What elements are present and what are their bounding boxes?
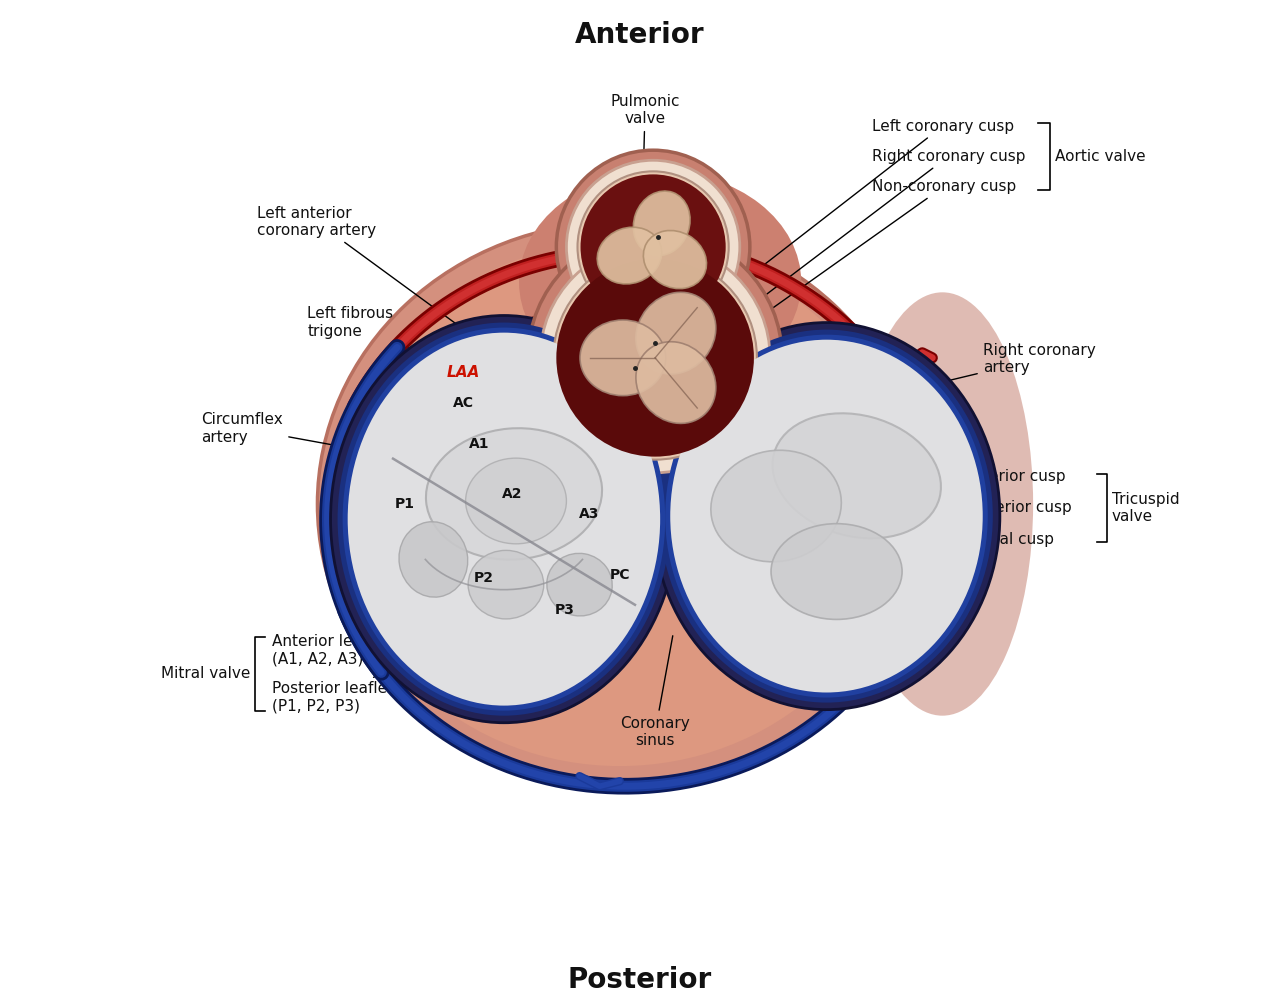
Ellipse shape: [399, 522, 467, 597]
Text: P2: P2: [474, 571, 494, 585]
Ellipse shape: [781, 363, 963, 524]
Text: Posterior: Posterior: [568, 966, 712, 994]
Text: Pulmonic
valve: Pulmonic valve: [611, 94, 680, 180]
Ellipse shape: [343, 328, 666, 711]
Ellipse shape: [419, 302, 559, 423]
Text: P3: P3: [554, 603, 575, 617]
Circle shape: [581, 174, 726, 320]
Ellipse shape: [666, 335, 988, 698]
Ellipse shape: [710, 451, 841, 561]
Text: Non-coronary cusp: Non-coronary cusp: [698, 179, 1016, 361]
Ellipse shape: [598, 227, 662, 284]
Text: Tricuspid
valve: Tricuspid valve: [1112, 492, 1179, 524]
Text: A3: A3: [580, 507, 600, 521]
Text: Anterior: Anterior: [575, 21, 705, 49]
Ellipse shape: [634, 192, 690, 255]
Ellipse shape: [773, 413, 941, 538]
Text: Anterior cusp: Anterior cusp: [890, 470, 1065, 484]
Text: Coronary
sinus: Coronary sinus: [621, 636, 690, 748]
Ellipse shape: [338, 323, 671, 716]
Ellipse shape: [468, 550, 544, 619]
Circle shape: [557, 150, 750, 344]
Ellipse shape: [466, 458, 567, 544]
Ellipse shape: [660, 330, 993, 703]
Text: PC: PC: [609, 568, 630, 582]
Text: Right coronary cusp: Right coronary cusp: [721, 149, 1025, 329]
Text: Medial cusp: Medial cusp: [870, 532, 1053, 549]
Ellipse shape: [338, 242, 902, 766]
Text: AC: AC: [453, 396, 474, 410]
Ellipse shape: [520, 171, 801, 393]
Text: Right fibrous
trigone: Right fibrous trigone: [751, 618, 940, 668]
Ellipse shape: [636, 292, 716, 374]
Ellipse shape: [317, 222, 922, 786]
Text: Anterior leaflet
(A1, A2, A3): Anterior leaflet (A1, A2, A3): [273, 628, 401, 666]
Ellipse shape: [771, 524, 902, 619]
Text: Aortic valve: Aortic valve: [1055, 149, 1146, 163]
Circle shape: [567, 160, 740, 334]
Ellipse shape: [671, 340, 983, 692]
Ellipse shape: [547, 553, 612, 616]
Ellipse shape: [644, 231, 707, 288]
Circle shape: [557, 259, 754, 457]
Circle shape: [529, 231, 782, 485]
Circle shape: [540, 243, 771, 473]
Text: A2: A2: [502, 487, 522, 501]
Ellipse shape: [348, 333, 660, 706]
Text: Left anterior
coronary artery: Left anterior coronary artery: [257, 206, 486, 346]
Ellipse shape: [653, 323, 1000, 710]
Ellipse shape: [330, 316, 677, 723]
Text: P1: P1: [396, 497, 415, 511]
Ellipse shape: [580, 321, 666, 396]
Ellipse shape: [851, 292, 1033, 716]
Text: Posterior cusp: Posterior cusp: [869, 500, 1071, 514]
Ellipse shape: [426, 428, 602, 559]
Text: Posterior leaflet
(P1, P2, P3): Posterior leaflet (P1, P2, P3): [273, 661, 406, 714]
Ellipse shape: [636, 342, 716, 423]
Circle shape: [553, 256, 756, 460]
Text: Circumflex
artery: Circumflex artery: [201, 412, 349, 449]
Text: LAA: LAA: [447, 366, 480, 380]
Text: Right coronary
artery: Right coronary artery: [920, 343, 1096, 387]
Text: Mitral valve: Mitral valve: [160, 666, 250, 681]
Circle shape: [577, 171, 728, 323]
Text: Left fibrous
trigone: Left fibrous trigone: [307, 306, 531, 402]
Text: Left coronary cusp: Left coronary cusp: [718, 119, 1014, 300]
Text: A1: A1: [468, 436, 489, 451]
